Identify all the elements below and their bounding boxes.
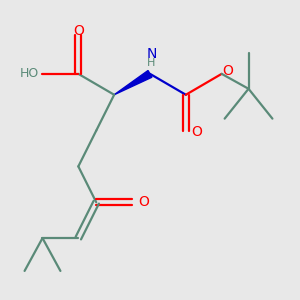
Text: O: O [222,64,233,78]
Text: O: O [73,24,84,38]
Text: N: N [146,46,157,61]
Text: H: H [147,58,156,68]
Text: HO: HO [20,68,39,80]
Text: O: O [192,125,203,139]
Text: O: O [138,195,149,209]
Polygon shape [114,70,152,95]
